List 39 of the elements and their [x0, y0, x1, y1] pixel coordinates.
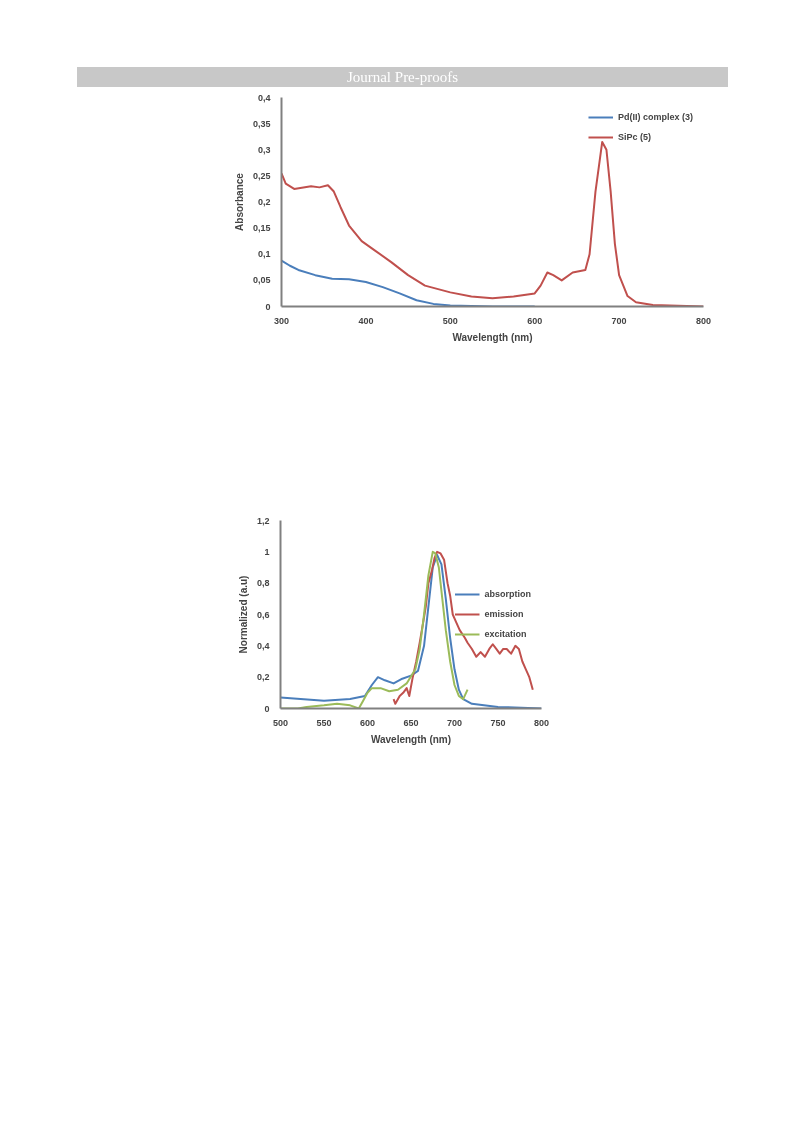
y-tick-label: 0,05 [252, 275, 271, 286]
x-tick-label: 700 [611, 315, 627, 326]
x-tick-label: 750 [490, 717, 506, 728]
y-tick-label: 0,2 [256, 672, 270, 683]
y-tick-label: 0,1 [257, 249, 271, 260]
y-axis-title: Normalized (a.u) [237, 575, 249, 654]
y-tick-label: 0,4 [256, 640, 270, 651]
x-tick-label: 500 [272, 717, 289, 728]
line-series [392, 550, 534, 705]
legend-label: SiPc (5) [617, 132, 651, 142]
y-tick-label: 0,4 [257, 92, 271, 103]
x-tick-label: 500 [442, 315, 458, 326]
x-axis-title: Wavelength (nm) [452, 331, 533, 343]
y-tick-label: 1,2 [256, 515, 270, 526]
y-tick-label: 0,35 [252, 118, 271, 129]
x-tick-label: 700 [446, 717, 463, 728]
x-tick-label: 800 [695, 315, 712, 326]
legend-label: absorption [484, 589, 531, 599]
y-axis-title: Absorbance [233, 172, 245, 231]
y-tick-label: 0 [265, 301, 271, 312]
y-tick-label: 0,15 [252, 223, 271, 234]
legend-label: Pd(II) complex (3) [617, 112, 693, 122]
x-tick-label: 400 [358, 315, 374, 326]
x-tick-label: 800 [533, 717, 550, 728]
x-tick-label: 300 [273, 315, 290, 326]
legend-label: emission [484, 609, 524, 619]
legend-label: excitation [484, 629, 527, 639]
x-axis-title: Wavelength (nm) [370, 733, 452, 745]
x-tick-label: 600 [527, 315, 543, 326]
y-tick-label: 0 [264, 703, 270, 714]
y-tick-label: 1 [264, 546, 270, 557]
x-tick-label: 550 [316, 717, 332, 728]
y-tick-label: 0,6 [256, 609, 270, 620]
y-tick-label: 0,25 [252, 170, 271, 181]
x-tick-label: 600 [359, 717, 376, 728]
y-tick-label: 0,8 [256, 578, 270, 589]
x-tick-label: 650 [403, 717, 419, 728]
y-tick-label: 0,2 [257, 197, 271, 207]
y-tick-label: 0,3 [257, 144, 271, 155]
